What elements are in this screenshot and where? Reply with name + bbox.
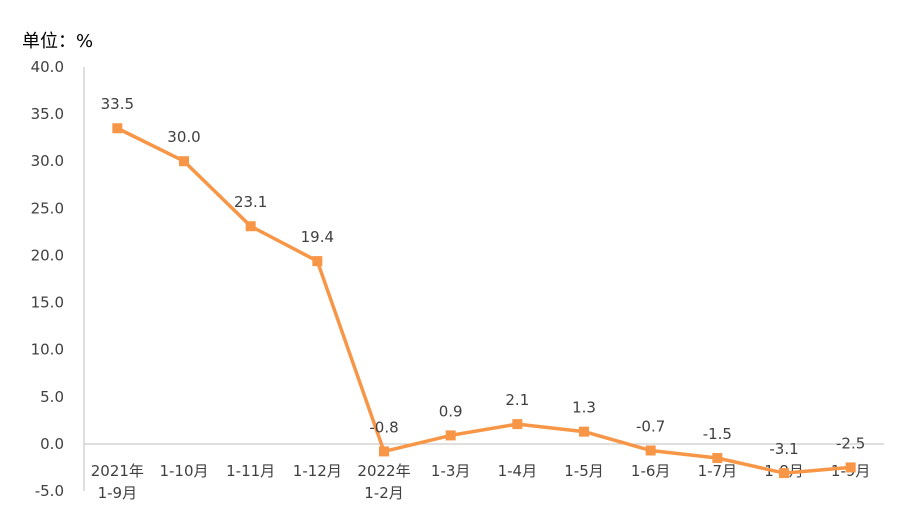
y-tick-label: 25.0: [31, 199, 64, 217]
data-point-marker: [312, 256, 323, 267]
data-label: 2.1: [505, 391, 529, 409]
data-point-marker: [579, 426, 589, 437]
x-category-label: 1-4月: [498, 462, 538, 480]
data-label: 0.9: [439, 402, 463, 420]
x-category-labels: 2021年 1-9月 1-10月 1-11月 1-12月 2022年 1-2月 1-3月 1-4…: [91, 462, 871, 502]
x-category-label: 1-9月: [98, 484, 138, 502]
data-label: 30.0: [167, 128, 200, 146]
data-markers: [112, 123, 856, 479]
y-tick-label: 15.0: [31, 294, 64, 312]
data-label: -1.5: [703, 425, 732, 443]
y-tick-label: 30.0: [31, 152, 64, 170]
x-category-label: 1-12月: [293, 462, 342, 480]
x-category-label: 1-10月: [159, 462, 208, 480]
x-category-label: 1-2月: [364, 484, 404, 502]
series-line: [116, 126, 851, 475]
unit-label: 单位：%: [22, 31, 93, 52]
data-label: 23.1: [234, 193, 267, 211]
y-tick-label: 40.0: [31, 58, 64, 76]
data-point-marker: [245, 221, 256, 232]
data-point-marker: [712, 453, 723, 464]
y-tick-label: 10.0: [31, 341, 64, 359]
data-point-marker: [512, 419, 523, 430]
data-label: 33.5: [101, 95, 134, 113]
data-point-marker: [645, 445, 656, 456]
data-point-marker: [779, 468, 789, 479]
y-tick-label: 35.0: [31, 105, 64, 123]
data-label: -2.5: [836, 434, 865, 452]
x-category-label: 1-6月: [631, 462, 671, 480]
y-tick-label: 20.0: [31, 246, 64, 264]
data-label: -3.1: [769, 440, 798, 458]
y-tick-label: 5.0: [40, 388, 64, 406]
x-category-label: 1-11月: [226, 462, 275, 480]
data-point-marker: [379, 446, 389, 457]
data-labels: 33.5 30.0 23.1 19.4 -0.8 0.9 2.1 1.3 -0.7 -1.5 -3.…: [101, 95, 866, 458]
data-point-marker: [445, 430, 456, 441]
x-category-label: 1-5月: [564, 462, 604, 480]
x-category-label: 2022年: [357, 462, 410, 480]
data-label: 19.4: [301, 228, 334, 246]
y-tick-label: -5.0: [35, 482, 64, 500]
data-point-marker: [112, 123, 123, 134]
x-category-label: 1-3月: [431, 462, 471, 480]
data-point-marker: [179, 156, 189, 167]
data-label: -0.8: [369, 418, 398, 436]
data-label: -0.7: [636, 417, 665, 435]
x-category-label: 2021年: [91, 462, 144, 480]
x-category-label: 1-7月: [698, 462, 738, 480]
data-point-marker: [845, 462, 856, 473]
y-tick-label: 0.0: [40, 435, 64, 453]
y-tick-labels: 40.0 35.0 30.0 25.0 20.0 15.0 10.0 5.0 0.0 -5.0: [31, 58, 64, 500]
data-label: 1.3: [572, 399, 596, 417]
